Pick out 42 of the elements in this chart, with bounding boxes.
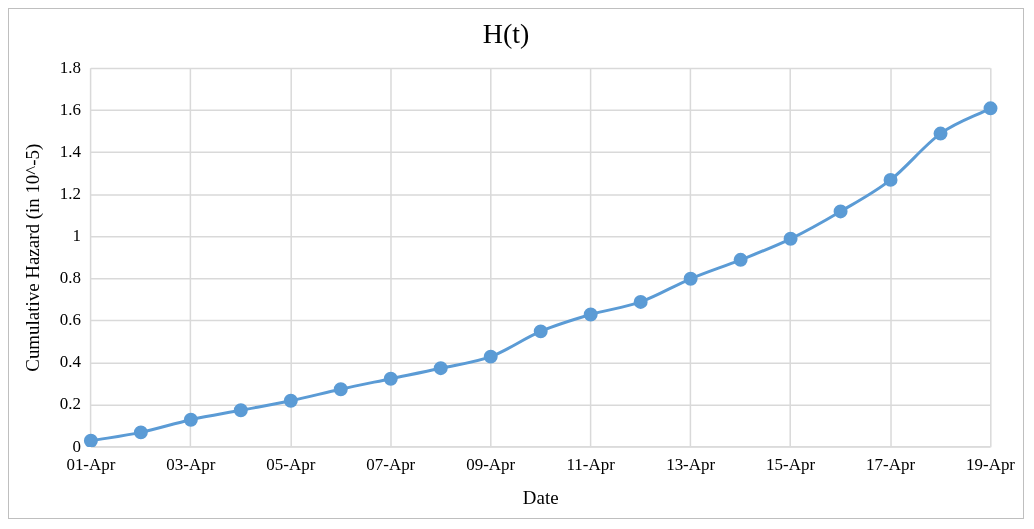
x-tick-label: 15-Apr <box>766 454 816 474</box>
point <box>533 324 548 339</box>
x-tick-label: 09-Apr <box>466 454 516 474</box>
point <box>733 252 748 267</box>
point <box>283 393 298 408</box>
y-tick-label: 0.2 <box>59 394 81 414</box>
x-tick-label: 01-Apr <box>66 454 116 474</box>
x-tick-label: 13-Apr <box>666 454 716 474</box>
point <box>683 271 698 286</box>
point <box>383 371 398 386</box>
point <box>983 101 998 116</box>
y-tick-label: 0.8 <box>59 268 81 288</box>
y-tick-label: 1.6 <box>59 99 81 119</box>
x-tick-label: 07-Apr <box>366 454 416 474</box>
point <box>883 172 898 187</box>
point <box>183 412 198 427</box>
point <box>783 231 798 246</box>
chart-title: H(t) <box>482 18 530 50</box>
x-tick-label: 17-Apr <box>866 454 916 474</box>
y-tick-label: 1.4 <box>59 141 82 161</box>
y-tick-label: 0 <box>72 436 81 456</box>
point <box>433 361 448 376</box>
y-tick-label: 0.6 <box>59 310 81 330</box>
x-tick-label: 05-Apr <box>266 454 316 474</box>
y-tick-label: 1.2 <box>59 184 81 204</box>
x-axis-title: Date <box>522 486 559 508</box>
point <box>933 126 948 141</box>
point <box>583 307 598 322</box>
point <box>633 294 648 309</box>
point <box>333 382 348 397</box>
point <box>833 204 848 219</box>
y-axis-title: Cumulative Hazard (in 10^-5) <box>22 143 45 372</box>
x-tick-label: 19-Apr <box>966 454 1016 474</box>
y-tick-label: 1 <box>72 226 81 246</box>
y-tick-label: 0.4 <box>59 352 82 372</box>
y-tick-label: 1.8 <box>59 57 81 77</box>
x-tick-label: 11-Apr <box>566 454 616 474</box>
x-tick-label: 03-Apr <box>166 454 216 474</box>
point <box>83 433 98 448</box>
point <box>233 403 248 418</box>
point <box>133 425 148 440</box>
point <box>483 349 498 364</box>
